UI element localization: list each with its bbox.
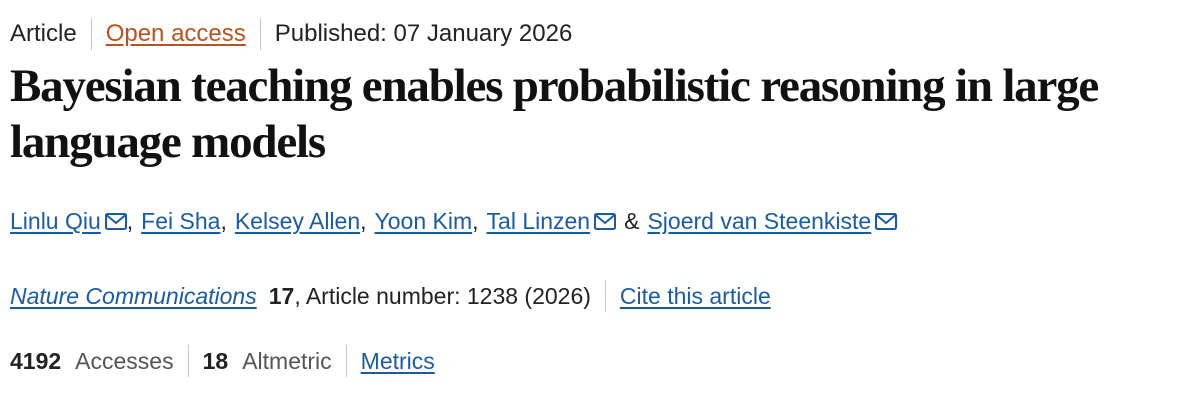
metrics-link[interactable]: Metrics: [360, 347, 435, 374]
access-count: 4192: [10, 347, 62, 374]
email-icon[interactable]: [875, 213, 898, 230]
author-separator: &: [624, 208, 640, 234]
open-access-link[interactable]: Open access: [105, 20, 246, 47]
altmetric-count: 18: [202, 347, 229, 374]
cite-link[interactable]: Cite this article: [619, 282, 771, 309]
divider: [90, 18, 92, 50]
article-number: , Article number: 1238 (2026): [294, 282, 591, 309]
divider: [187, 345, 189, 377]
author-separator: ,: [472, 208, 479, 234]
divider: [259, 18, 261, 50]
altmetric-label: Altmetric: [242, 347, 332, 374]
author-link[interactable]: Kelsey Allen: [234, 208, 361, 234]
email-icon[interactable]: [594, 213, 617, 230]
article-type: Article: [10, 20, 77, 47]
article-meta: Article Open access Published: 07 Januar…: [10, 18, 572, 50]
author-separator: ,: [126, 208, 134, 234]
author-separator: ,: [360, 208, 367, 234]
metrics: 4192 Accesses 18 Altmetric Metrics: [10, 345, 435, 377]
author-link[interactable]: Yoon Kim: [374, 208, 473, 234]
email-icon[interactable]: [104, 213, 127, 230]
citation: Nature Communications 17 , Article numbe…: [10, 280, 771, 312]
access-label: Accesses: [75, 347, 174, 374]
author-link[interactable]: Tal Linzen: [486, 208, 591, 234]
published-date: Published: 07 January 2026: [274, 20, 573, 47]
journal-link[interactable]: Nature Communications: [10, 282, 257, 309]
article-title: Bayesian teaching enables probabilistic …: [10, 60, 1099, 168]
author-separator: ,: [220, 208, 227, 234]
author-list: Linlu Qiu, Fei Sha, Kelsey Allen, Yoon Kim,…: [10, 208, 898, 235]
author-link[interactable]: Linlu Qiu: [10, 208, 101, 234]
divider: [345, 345, 347, 377]
author-link[interactable]: Sjoerd van Steenkiste: [647, 208, 872, 234]
author-link[interactable]: Fei Sha: [141, 208, 221, 234]
volume: 17: [268, 282, 295, 309]
divider: [604, 280, 606, 312]
